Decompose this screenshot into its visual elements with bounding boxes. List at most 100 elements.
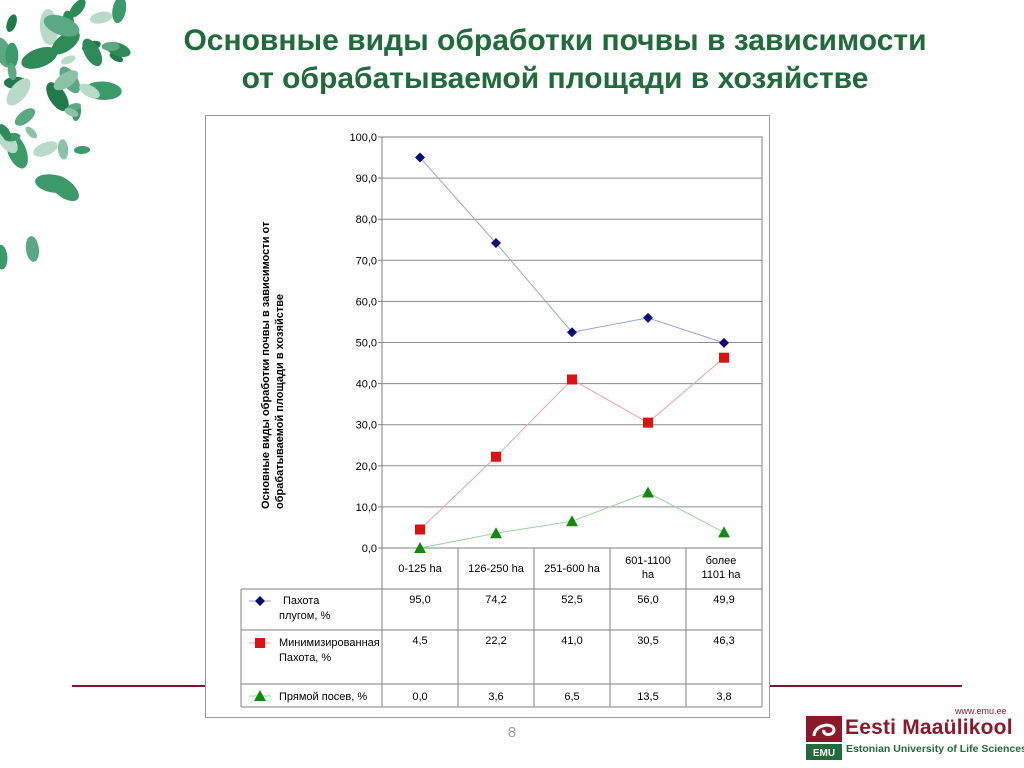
y-tick-label: 100,0 xyxy=(349,132,377,144)
data-point xyxy=(643,312,653,323)
slide-title-line-1: Основные виды обработки почвы в зависимо… xyxy=(183,24,927,57)
leaf-shape xyxy=(6,78,31,106)
table-value: 4,5 xyxy=(412,635,427,647)
leaf-shape xyxy=(7,63,17,81)
y-tick-label: 80,0 xyxy=(356,214,377,226)
legend-label: Минимизированная xyxy=(279,637,380,649)
category-label: 126-250 ha xyxy=(468,563,525,575)
legend-label: Пахота xyxy=(283,595,320,607)
data-point xyxy=(567,327,577,338)
category-label: 251-600 ha xyxy=(544,563,601,575)
data-point xyxy=(719,352,729,363)
leaf-shape xyxy=(69,0,86,18)
leaf-shape xyxy=(6,14,17,33)
leaf-shape xyxy=(79,83,100,99)
logo-url: www.emu.ee xyxy=(955,706,1007,716)
logo-subtitle: Estonian University of Life Sciences xyxy=(846,743,1024,755)
leaf-shape xyxy=(64,108,79,117)
table-value: 0,0 xyxy=(412,691,427,703)
y-tick-label: 50,0 xyxy=(356,338,377,350)
table-value: 41,0 xyxy=(561,635,582,647)
data-point xyxy=(566,515,578,527)
category-label: более xyxy=(706,555,737,567)
table-value: 30,5 xyxy=(637,635,658,647)
series-3 xyxy=(414,486,730,553)
slide-title-line-2: от обрабатываемой площади в хозяйстве xyxy=(241,62,869,95)
data-point xyxy=(414,542,426,553)
leaf-shape xyxy=(101,42,120,51)
legend-label: Прямой посев, % xyxy=(279,691,367,703)
leaf-shape xyxy=(25,126,38,139)
category-label: 0-125 ha xyxy=(398,563,442,575)
table-value: 49,9 xyxy=(713,594,734,606)
leaf-shape xyxy=(112,0,127,24)
y-tick-label: 10,0 xyxy=(356,502,377,514)
legend-label: Пахота, % xyxy=(279,652,331,664)
table-value: 6,5 xyxy=(564,691,579,703)
table-value: 3,8 xyxy=(716,691,731,703)
leaf-shape xyxy=(0,124,12,141)
logo-mark-swirl xyxy=(812,723,836,737)
category-label: 1101 ha xyxy=(702,569,742,581)
leaf-shape xyxy=(5,42,19,69)
leaf-shape xyxy=(57,139,69,160)
table-value: 95,0 xyxy=(409,594,430,606)
y-axis-title: Основные виды обработки почвы в зависимо… xyxy=(260,221,286,509)
y-tick-label: 90,0 xyxy=(356,173,377,185)
data-point xyxy=(718,526,730,538)
category-label: 601-1100 xyxy=(625,555,671,567)
logo-mark-text: EMU xyxy=(813,748,835,759)
y-tick-label: 60,0 xyxy=(356,296,377,308)
data-point xyxy=(491,238,501,249)
data-point xyxy=(567,374,577,385)
y-tick-label: 40,0 xyxy=(356,379,377,391)
leaf-shape xyxy=(73,145,91,155)
leaf-shape xyxy=(0,244,8,270)
table-value: 22,2 xyxy=(485,635,506,647)
leaf-shape xyxy=(43,14,80,37)
table-value: 52,5 xyxy=(561,594,582,606)
table-value: 3,6 xyxy=(488,691,503,703)
leaf-decoration xyxy=(0,0,131,270)
leaf-shape xyxy=(46,82,69,112)
y-tick-label: 20,0 xyxy=(356,461,377,473)
leaf-shape xyxy=(21,46,58,69)
leaf-shape xyxy=(109,52,124,63)
data-point xyxy=(643,417,653,428)
logo-mark-bottom xyxy=(806,744,842,760)
table-value: 56,0 xyxy=(637,594,658,606)
y-axis-title-line-1: Основные виды обработки почвы в зависимо… xyxy=(260,221,272,509)
emu-logo-icon: EMU xyxy=(806,716,842,760)
logo-name: Eesti Maaülikool xyxy=(845,716,1013,739)
table-value: 46,3 xyxy=(713,635,734,647)
leaf-shape xyxy=(53,70,79,91)
table-value: 74,2 xyxy=(485,594,506,606)
leaf-shape xyxy=(89,11,113,24)
leaf-shape xyxy=(61,55,76,65)
legend-label: плугом, % xyxy=(279,610,330,622)
slide-number: 8 xyxy=(507,724,517,741)
leaf-shape xyxy=(33,141,58,157)
leaf-shape xyxy=(82,38,103,67)
leaf-shape xyxy=(14,108,36,126)
data-point xyxy=(642,486,654,498)
slide-title: Основные виды обработки почвы в зависимо… xyxy=(120,22,990,98)
data-point xyxy=(490,527,502,539)
y-tick-label: 30,0 xyxy=(356,420,377,432)
series-1 xyxy=(415,152,729,348)
legend-key-marker xyxy=(254,690,266,701)
legend-key-marker xyxy=(255,638,265,648)
y-axis-title-line-2: обрабатываемой площади в хозяйстве xyxy=(274,294,286,509)
series-2 xyxy=(415,352,729,535)
y-tick-label: 0,0 xyxy=(362,543,377,555)
y-tick-label: 70,0 xyxy=(356,255,377,267)
legend-key-marker xyxy=(255,596,265,606)
line-chart: 0,0 10,0 20,0 30,0 40,0 50,0 60,0 70,0 80,0 90,0 1… xyxy=(240,132,763,708)
data-point xyxy=(415,152,425,163)
table-value: 13,5 xyxy=(637,691,658,703)
data-point xyxy=(491,451,501,462)
leaf-shape xyxy=(51,30,80,55)
leaf-shape xyxy=(48,175,79,202)
data-point xyxy=(719,337,729,348)
leaf-shape xyxy=(25,236,40,262)
